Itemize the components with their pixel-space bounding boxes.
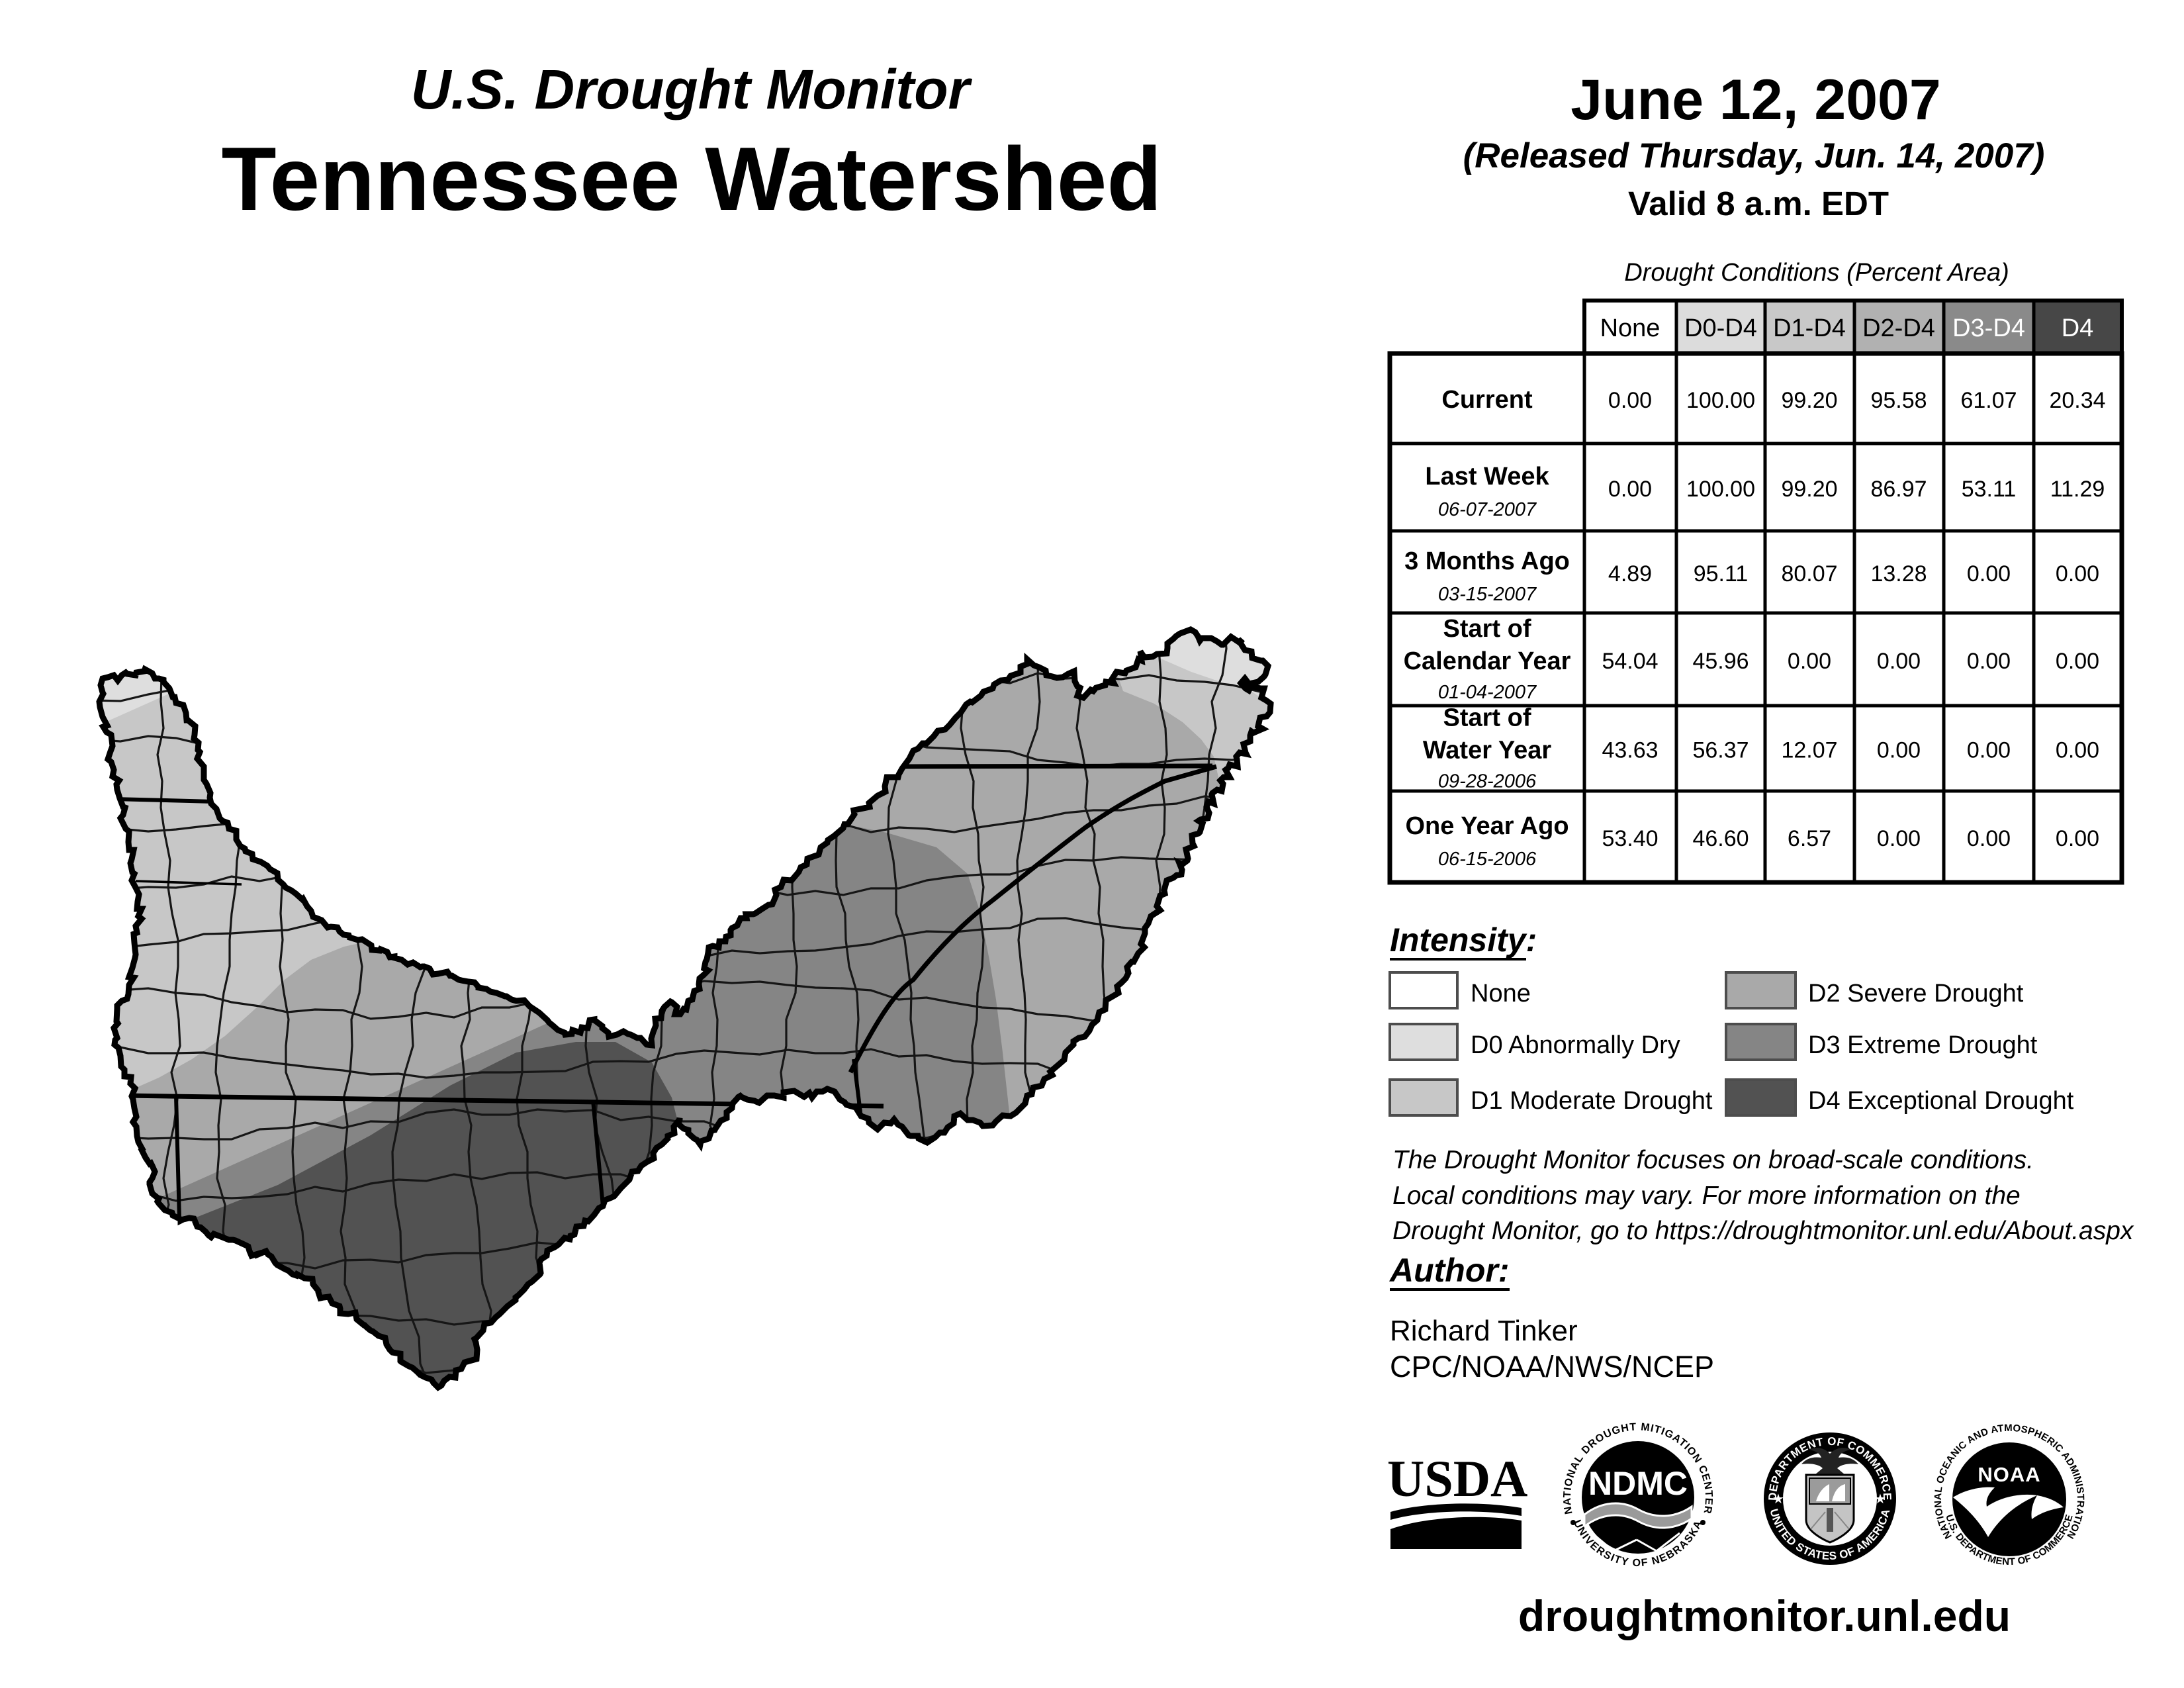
svg-text:D3 Extreme Drought: D3 Extreme Drought xyxy=(1808,1031,2038,1059)
svg-text:One Year Ago: One Year Ago xyxy=(1405,812,1569,840)
svg-text:D3-D4: D3-D4 xyxy=(1952,314,2025,342)
svg-text:0.00: 0.00 xyxy=(1967,738,2011,763)
svg-text:0.00: 0.00 xyxy=(1967,649,2011,674)
svg-text:The Drought Monitor focuses on: The Drought Monitor focuses on broad-sca… xyxy=(1392,1146,2034,1174)
svg-text:45.96: 45.96 xyxy=(1692,649,1749,674)
svg-text:Start of: Start of xyxy=(1443,704,1531,732)
svg-text:09-28-2006: 09-28-2006 xyxy=(1438,771,1537,792)
svg-text:0.00: 0.00 xyxy=(1608,388,1652,413)
svg-text:Richard Tinker: Richard Tinker xyxy=(1390,1315,1578,1347)
svg-text:D1-D4: D1-D4 xyxy=(1773,314,1846,342)
svg-text:95.58: 95.58 xyxy=(1870,388,1927,413)
svg-text:56.37: 56.37 xyxy=(1692,738,1749,763)
svg-text:D0-D4: D0-D4 xyxy=(1684,314,1757,342)
svg-text:Drought Conditions (Percent Ar: Drought Conditions (Percent Area) xyxy=(1624,259,2009,287)
svg-text:100.00: 100.00 xyxy=(1686,388,1755,413)
svg-text:D4 Exceptional Drought: D4 Exceptional Drought xyxy=(1808,1087,2074,1115)
svg-text:20.34: 20.34 xyxy=(2049,388,2105,413)
svg-text:Tennessee Watershed: Tennessee Watershed xyxy=(222,128,1162,229)
svg-text:80.07: 80.07 xyxy=(1781,561,1837,586)
svg-text:Intensity:: Intensity: xyxy=(1390,921,1537,959)
svg-text:Water Year: Water Year xyxy=(1423,737,1552,765)
svg-text:4.89: 4.89 xyxy=(1608,561,1652,586)
svg-text:06-15-2006: 06-15-2006 xyxy=(1438,849,1537,870)
svg-text:0.00: 0.00 xyxy=(1788,649,1831,674)
svg-text:droughtmonitor.unl.edu: droughtmonitor.unl.edu xyxy=(1518,1591,2011,1640)
svg-text:D2 Severe Drought: D2 Severe Drought xyxy=(1808,980,2024,1008)
svg-text:Last Week: Last Week xyxy=(1425,463,1549,491)
svg-text:(Released Thursday, Jun. 14, 2: (Released Thursday, Jun. 14, 2007) xyxy=(1463,136,2045,175)
svg-text:0.00: 0.00 xyxy=(2056,561,2099,586)
svg-text:86.97: 86.97 xyxy=(1870,477,1927,502)
svg-text:99.20: 99.20 xyxy=(1781,388,1837,413)
svg-text:6.57: 6.57 xyxy=(1788,826,1831,851)
svg-text:NDMC: NDMC xyxy=(1588,1465,1688,1502)
svg-text:Calendar Year: Calendar Year xyxy=(1404,647,1571,675)
svg-text:03-15-2007: 03-15-2007 xyxy=(1438,584,1537,605)
svg-text:Local conditions may vary. For: Local conditions may vary. For more info… xyxy=(1392,1182,2021,1210)
svg-text:U.S. Drought Monitor: U.S. Drought Monitor xyxy=(411,58,973,120)
svg-text:99.20: 99.20 xyxy=(1781,477,1837,502)
svg-text:53.11: 53.11 xyxy=(1962,477,2017,502)
svg-text:11.29: 11.29 xyxy=(2050,477,2105,502)
svg-text:0.00: 0.00 xyxy=(1608,477,1652,502)
svg-text:0.00: 0.00 xyxy=(1877,649,1921,674)
svg-text:43.63: 43.63 xyxy=(1602,738,1658,763)
svg-text:0.00: 0.00 xyxy=(2056,649,2099,674)
svg-text:Start of: Start of xyxy=(1443,615,1531,643)
svg-text:D4: D4 xyxy=(2062,314,2094,342)
svg-text:61.07: 61.07 xyxy=(1960,388,2017,413)
svg-text:CPC/NOAA/NWS/NCEP: CPC/NOAA/NWS/NCEP xyxy=(1390,1350,1714,1383)
svg-text:USDA: USDA xyxy=(1387,1450,1527,1507)
svg-text:46.60: 46.60 xyxy=(1692,826,1749,851)
svg-text:3 Months Ago: 3 Months Ago xyxy=(1404,547,1570,575)
svg-text:0.00: 0.00 xyxy=(1967,826,2011,851)
svg-text:0.00: 0.00 xyxy=(1877,826,1921,851)
svg-text:None: None xyxy=(1600,314,1661,342)
svg-text:None: None xyxy=(1471,980,1531,1008)
svg-text:Drought Monitor, go to https:/: Drought Monitor, go to https://droughtmo… xyxy=(1392,1217,2134,1245)
svg-text:0.00: 0.00 xyxy=(1877,738,1921,763)
svg-text:54.04: 54.04 xyxy=(1602,649,1658,674)
svg-text:12.07: 12.07 xyxy=(1781,738,1837,763)
svg-text:D2-D4: D2-D4 xyxy=(1862,314,1935,342)
svg-text:0.00: 0.00 xyxy=(2056,826,2099,851)
svg-text:Author:: Author: xyxy=(1388,1252,1510,1289)
svg-text:06-07-2007: 06-07-2007 xyxy=(1438,499,1537,520)
svg-text:★: ★ xyxy=(1772,1492,1784,1507)
svg-text:★: ★ xyxy=(1874,1492,1886,1507)
svg-text:D0 Abnormally Dry: D0 Abnormally Dry xyxy=(1471,1031,1680,1059)
svg-text:13.28: 13.28 xyxy=(1870,561,1927,586)
svg-text:53.40: 53.40 xyxy=(1602,826,1658,851)
svg-text:June 12, 2007: June 12, 2007 xyxy=(1570,68,1940,132)
svg-text:0.00: 0.00 xyxy=(2056,738,2099,763)
svg-text:Current: Current xyxy=(1441,386,1533,414)
svg-text:01-04-2007: 01-04-2007 xyxy=(1438,682,1537,703)
svg-text:100.00: 100.00 xyxy=(1686,477,1755,502)
svg-text:Valid 8 a.m. EDT: Valid 8 a.m. EDT xyxy=(1628,185,1889,222)
svg-text:NOAA: NOAA xyxy=(1978,1463,2040,1486)
svg-text:D1 Moderate Drought: D1 Moderate Drought xyxy=(1471,1087,1713,1115)
svg-text:0.00: 0.00 xyxy=(1967,561,2011,586)
svg-text:95.11: 95.11 xyxy=(1694,561,1749,586)
